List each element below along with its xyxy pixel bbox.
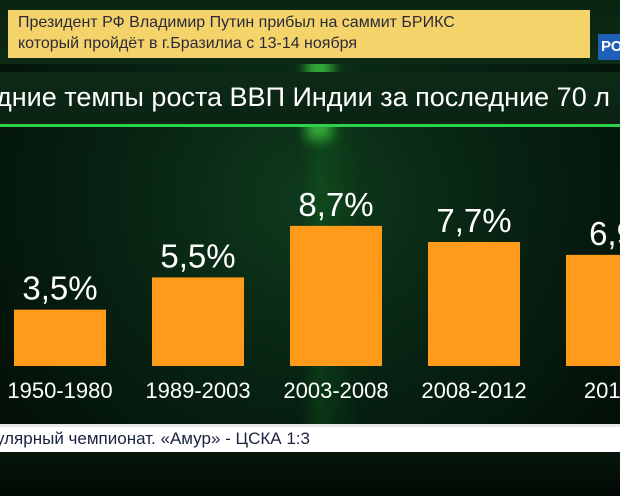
category-label: 1989-2003 xyxy=(145,378,250,403)
bar-1989-2003 xyxy=(152,277,244,366)
value-label: 3,5% xyxy=(22,270,97,307)
value-label: 8,7% xyxy=(298,186,373,223)
value-label: 6,9 xyxy=(589,215,620,252)
category-label: 1950-1980 xyxy=(7,378,112,403)
channel-logo: РО xyxy=(598,34,620,60)
bar-2008-2012 xyxy=(428,241,520,366)
value-label: 5,5% xyxy=(160,237,235,274)
category-label: 2012- xyxy=(584,378,620,403)
news-line-2: который пройдёт в г.Бразилиа с 13-14 ноя… xyxy=(18,35,357,52)
bottom-ticker xyxy=(0,424,620,455)
bottom-ticker-text: улярный чемпионат. «Амур» - ЦСКА 1:3 xyxy=(0,429,310,448)
category-label: 2008-2012 xyxy=(421,378,526,403)
bar-2012- xyxy=(566,254,620,366)
bar-1950-1980 xyxy=(14,309,106,366)
bar-2003-2008 xyxy=(290,225,382,366)
chart-title: дние темпы роста ВВП Индии за последние … xyxy=(0,82,610,112)
bar-chart: 3,5% 1950-1980 5,5% 1989-2003 8,7% 2003-2008 7… xyxy=(7,186,620,403)
news-line-1: Президент РФ Владимир Путин прибыл на са… xyxy=(18,14,455,31)
bottom-stripe xyxy=(0,452,620,496)
value-label: 7,7% xyxy=(436,202,511,239)
chart-area: 3,5% 1950-1980 5,5% 1989-2003 8,7% 2003-2008 7… xyxy=(0,150,620,408)
news-ticker: Президент РФ Владимир Путин прибыл на са… xyxy=(8,10,590,58)
title-bar xyxy=(0,72,620,127)
category-label: 2003-2008 xyxy=(283,378,388,403)
